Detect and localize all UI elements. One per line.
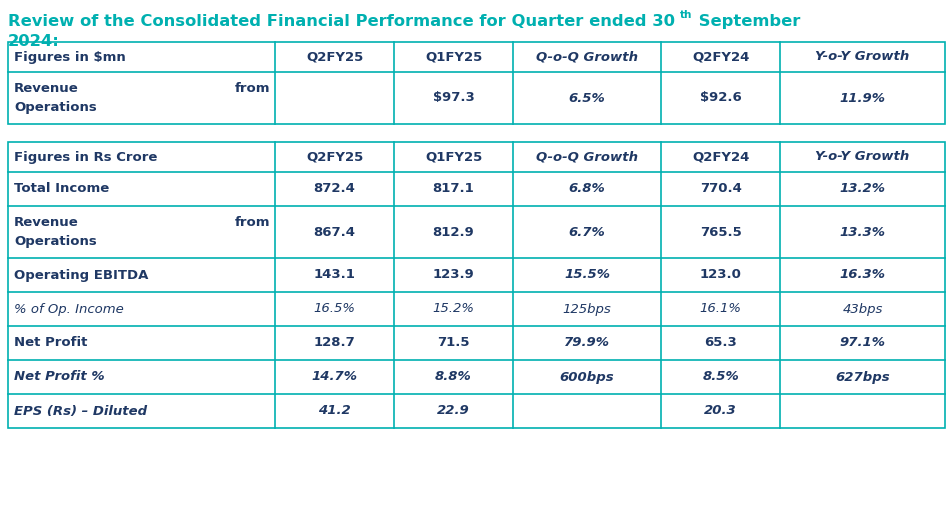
Text: Revenue: Revenue bbox=[14, 82, 79, 94]
Text: 123.9: 123.9 bbox=[432, 269, 474, 281]
Text: 123.0: 123.0 bbox=[699, 269, 741, 281]
Text: 6.7%: 6.7% bbox=[568, 225, 605, 238]
Text: 2024:: 2024: bbox=[8, 34, 60, 49]
Text: 15.2%: 15.2% bbox=[432, 303, 474, 315]
Text: September: September bbox=[692, 14, 800, 29]
Bar bbox=[8, 142, 944, 428]
Text: th: th bbox=[680, 10, 692, 20]
Text: 6.8%: 6.8% bbox=[568, 182, 605, 196]
Text: 765.5: 765.5 bbox=[699, 225, 741, 238]
Text: 97.1%: 97.1% bbox=[839, 337, 884, 349]
Bar bbox=[8, 42, 944, 124]
Text: 43bps: 43bps bbox=[842, 303, 882, 315]
Text: 867.4: 867.4 bbox=[313, 225, 355, 238]
Text: Revenue: Revenue bbox=[14, 216, 79, 229]
Text: Y-o-Y Growth: Y-o-Y Growth bbox=[815, 151, 909, 163]
Text: Y-o-Y Growth: Y-o-Y Growth bbox=[815, 50, 909, 64]
Text: Q-o-Q Growth: Q-o-Q Growth bbox=[536, 50, 638, 64]
Text: Operating EBITDA: Operating EBITDA bbox=[14, 269, 149, 281]
Text: 125bps: 125bps bbox=[562, 303, 611, 315]
Text: 872.4: 872.4 bbox=[313, 182, 355, 196]
Text: Figures in Rs Crore: Figures in Rs Crore bbox=[14, 151, 157, 163]
Text: 20.3: 20.3 bbox=[704, 404, 736, 418]
Text: 16.5%: 16.5% bbox=[313, 303, 355, 315]
Text: Q1FY25: Q1FY25 bbox=[425, 151, 482, 163]
Text: Q2FY25: Q2FY25 bbox=[306, 50, 363, 64]
Text: Total Income: Total Income bbox=[14, 182, 109, 196]
Text: EPS (Rs) – Diluted: EPS (Rs) – Diluted bbox=[14, 404, 147, 418]
Text: Q2FY24: Q2FY24 bbox=[691, 151, 748, 163]
Text: 128.7: 128.7 bbox=[313, 337, 355, 349]
Text: $97.3: $97.3 bbox=[432, 92, 474, 104]
Text: 65.3: 65.3 bbox=[704, 337, 736, 349]
Text: 41.2: 41.2 bbox=[318, 404, 350, 418]
Text: 13.2%: 13.2% bbox=[839, 182, 884, 196]
Text: 600bps: 600bps bbox=[559, 370, 614, 384]
Text: Q2FY25: Q2FY25 bbox=[306, 151, 363, 163]
Text: Net Profit: Net Profit bbox=[14, 337, 88, 349]
Text: $92.6: $92.6 bbox=[699, 92, 741, 104]
Text: 143.1: 143.1 bbox=[313, 269, 355, 281]
Text: Q-o-Q Growth: Q-o-Q Growth bbox=[536, 151, 638, 163]
Text: 8.5%: 8.5% bbox=[702, 370, 738, 384]
Text: Review of the Consolidated Financial Performance for Quarter ended 30: Review of the Consolidated Financial Per… bbox=[8, 14, 674, 29]
Text: 13.3%: 13.3% bbox=[839, 225, 884, 238]
Text: 817.1: 817.1 bbox=[432, 182, 474, 196]
Text: 627bps: 627bps bbox=[834, 370, 889, 384]
Text: 71.5: 71.5 bbox=[437, 337, 469, 349]
Text: 16.1%: 16.1% bbox=[699, 303, 741, 315]
Text: 16.3%: 16.3% bbox=[839, 269, 884, 281]
Text: 8.8%: 8.8% bbox=[435, 370, 471, 384]
Text: % of Op. Income: % of Op. Income bbox=[14, 303, 124, 315]
Text: Q1FY25: Q1FY25 bbox=[425, 50, 482, 64]
Text: Q2FY24: Q2FY24 bbox=[691, 50, 748, 64]
Text: 14.7%: 14.7% bbox=[311, 370, 357, 384]
Text: 770.4: 770.4 bbox=[699, 182, 741, 196]
Text: 812.9: 812.9 bbox=[432, 225, 474, 238]
Text: Figures in $mn: Figures in $mn bbox=[14, 50, 126, 64]
Text: Operations: Operations bbox=[14, 102, 97, 114]
Text: 15.5%: 15.5% bbox=[564, 269, 609, 281]
Text: 79.9%: 79.9% bbox=[564, 337, 609, 349]
Text: Net Profit %: Net Profit % bbox=[14, 370, 105, 384]
Text: from: from bbox=[234, 216, 269, 229]
Text: Operations: Operations bbox=[14, 234, 97, 248]
Text: 11.9%: 11.9% bbox=[839, 92, 884, 104]
Text: 22.9: 22.9 bbox=[437, 404, 469, 418]
Text: 6.5%: 6.5% bbox=[568, 92, 605, 104]
Text: from: from bbox=[234, 82, 269, 94]
